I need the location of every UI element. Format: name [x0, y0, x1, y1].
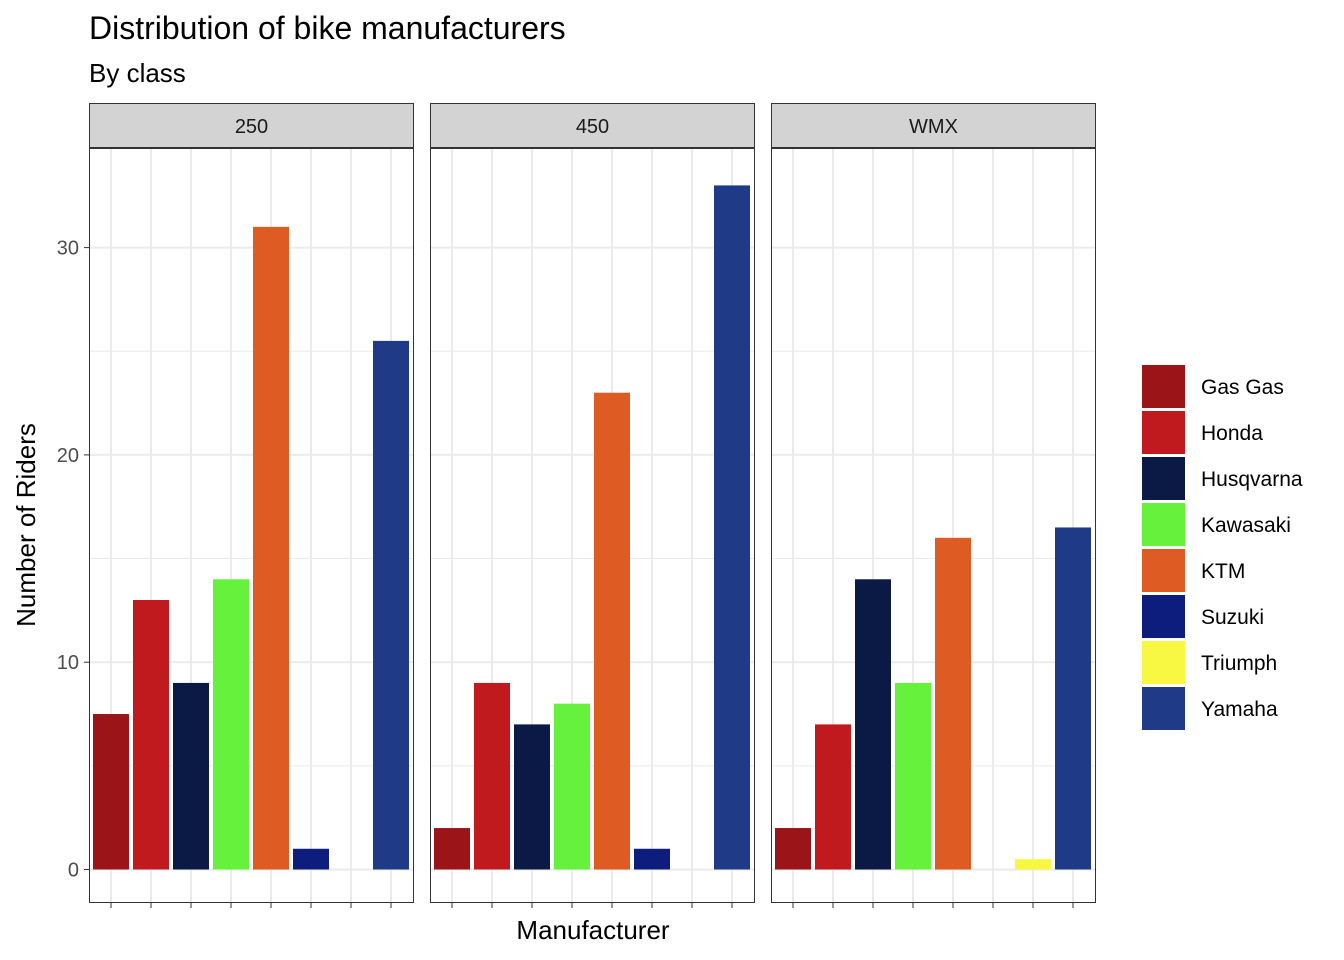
bar-WMX-kawasaki: Kawasaki: 9: [895, 682, 931, 870]
legend-item-kawasaki: Kawasaki: [1142, 503, 1291, 546]
legend-label: Honda: [1201, 422, 1263, 445]
legend-label: KTM: [1201, 560, 1245, 583]
bar-450-husqvarna: Husqvarna: 7: [514, 724, 550, 870]
legend-label: Suzuki: [1201, 606, 1264, 629]
bar-250-gas-gas: Gas Gas: 7.5: [93, 714, 129, 870]
facet-strip-label: 450: [576, 116, 609, 138]
legend-item-yamaha: Yamaha: [1142, 687, 1278, 730]
legend-label: Yamaha: [1201, 698, 1278, 721]
bar-250-yamaha: Yamaha: 25.5: [373, 340, 409, 870]
bar-450-kawasaki: Kawasaki: 8: [554, 703, 590, 870]
y-tick-label: 20: [57, 445, 79, 467]
panel-border: [771, 148, 1096, 903]
bar-450-yamaha: Yamaha: 33: [714, 185, 750, 870]
bar-250-husqvarna: Husqvarna: 9: [173, 682, 209, 870]
y-tick-label: 0: [68, 860, 79, 882]
legend-item-suzuki: Suzuki: [1142, 595, 1264, 638]
legend-label: Husqvarna: [1201, 468, 1303, 491]
bar-WMX-honda: Honda: 7: [815, 724, 851, 870]
legend-swatch: [1142, 365, 1185, 408]
panel-border: [430, 148, 755, 903]
bar-450-suzuki: Suzuki: 1: [634, 848, 670, 870]
legend-label: Gas Gas: [1201, 376, 1284, 399]
y-tick-label: 30: [57, 238, 79, 260]
legend-swatch: [1142, 641, 1185, 684]
facet-strip-label: 250: [235, 116, 268, 138]
legend-swatch: [1142, 549, 1185, 592]
legend-swatch: [1142, 687, 1185, 730]
y-axis-title: Number of Riders: [11, 423, 41, 627]
bar-WMX-triumph: Triumph: 0.5: [1015, 859, 1051, 870]
bar-250-kawasaki: Kawasaki: 14: [213, 579, 249, 870]
legend-swatch: [1142, 595, 1185, 638]
chart-subtitle: By class: [89, 58, 186, 88]
bar-450-ktm: KTM: 23: [594, 392, 630, 870]
bar-WMX-gas-gas: Gas Gas: 2: [775, 828, 811, 870]
legend-item-husqvarna: Husqvarna: [1142, 457, 1303, 500]
legend-item-ktm: KTM: [1142, 549, 1245, 592]
chart-title: Distribution of bike manufacturers: [89, 10, 566, 46]
bar-WMX-husqvarna: Husqvarna: 14: [855, 579, 891, 870]
facet-strip: [89, 103, 414, 148]
bar-250-honda: Honda: 13: [133, 600, 169, 870]
facet-450: Gas Gas: 2Honda: 9Husqvarna: 7Kawasaki: …: [430, 103, 755, 908]
facet-strip: [771, 103, 1096, 148]
bar-450-gas-gas: Gas Gas: 2: [434, 828, 470, 870]
legend-item-gas-gas: Gas Gas: [1142, 365, 1284, 408]
x-axis-title: Manufacturer: [516, 915, 670, 945]
legend-swatch: [1142, 411, 1185, 454]
bar-450-honda: Honda: 9: [474, 682, 510, 870]
legend-item-triumph: Triumph: [1142, 641, 1277, 684]
legend: Gas Gas Honda Husqvarna Kawasaki KTM Suzuki Tr…: [1142, 365, 1303, 730]
y-tick-label: 10: [57, 652, 79, 674]
y-axis: 0 10 20 30: [57, 238, 89, 882]
legend-item-honda: Honda: [1142, 411, 1263, 454]
bar-WMX-yamaha: Yamaha: 16.5: [1055, 527, 1091, 870]
bar-250-suzuki: Suzuki: 1: [293, 848, 329, 870]
legend-label: Kawasaki: [1201, 514, 1291, 537]
facet-panels: Gas Gas: 7.5Honda: 13Husqvarna: 9Kawasak…: [89, 103, 1096, 908]
facet-WMX: Gas Gas: 2Honda: 7Husqvarna: 14Kawasaki:…: [771, 103, 1096, 908]
facet-250: Gas Gas: 7.5Honda: 13Husqvarna: 9Kawasak…: [89, 103, 414, 908]
legend-swatch: [1142, 457, 1185, 500]
legend-swatch: [1142, 503, 1185, 546]
bar-WMX-ktm: KTM: 16: [935, 537, 971, 870]
facet-strip: [430, 103, 755, 148]
legend-label: Triumph: [1201, 652, 1277, 675]
panel-border: [89, 148, 414, 903]
bar-250-ktm: KTM: 31: [253, 226, 289, 870]
facet-strip-label: WMX: [909, 116, 958, 138]
